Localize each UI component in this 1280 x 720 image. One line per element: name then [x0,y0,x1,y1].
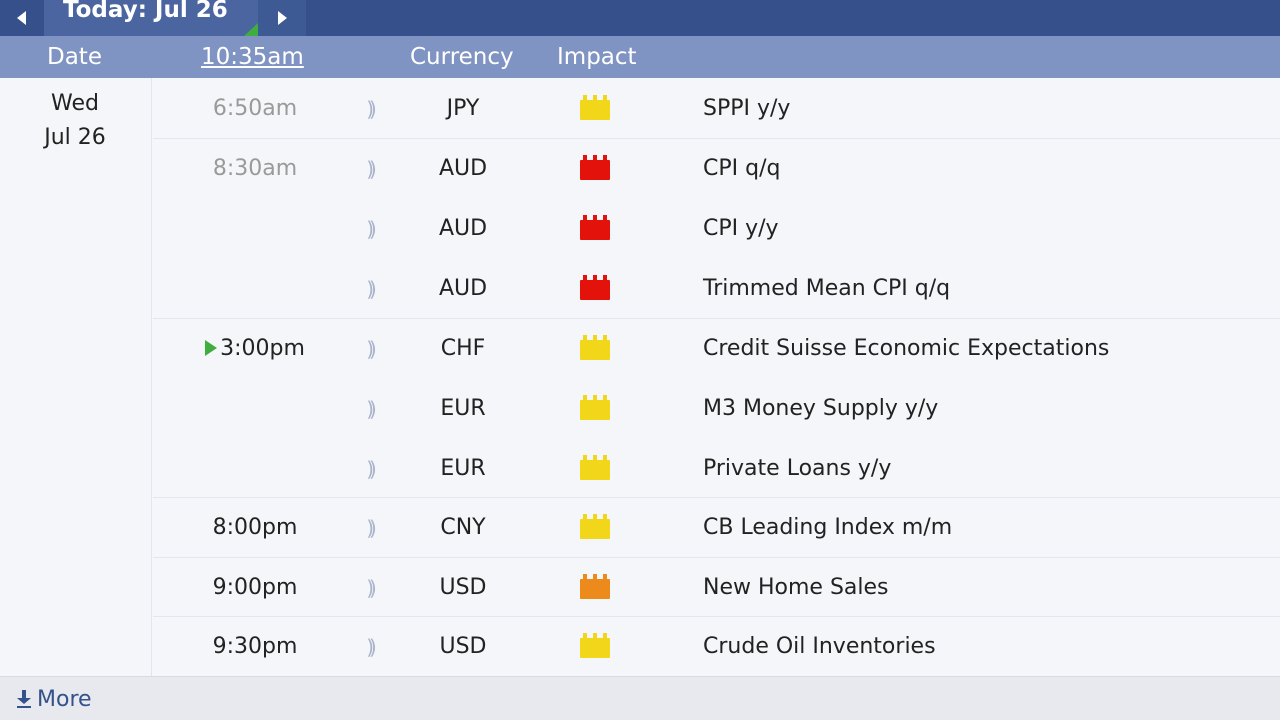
event-currency: AUD [438,216,488,241]
tab-corner-marker [244,23,258,36]
impact-icon [580,558,610,618]
impact-icon [580,617,610,677]
speaker-wave-icon[interactable]: )) [366,516,377,540]
speaker-wave-icon[interactable]: )) [366,635,377,659]
table-row[interactable]: 6:50am)) JPY SPPI y/y [153,79,1280,139]
event-time [153,379,357,439]
day-weekday: Wed [51,91,99,116]
event-currency: USD [439,634,487,659]
table-row[interactable]: )) AUD CPI y/y [153,199,1280,259]
speaker-wave-icon[interactable]: )) [366,97,377,121]
speaker-wave-icon[interactable]: )) [366,157,377,181]
event-time-text: 3:00pm [220,336,305,361]
event-time-text: 9:00pm [212,575,298,600]
event-currency: CHF [440,336,486,361]
header-currency: Currency [410,44,514,70]
header-date: Date [47,44,102,70]
table-row[interactable]: )) EUR M3 Money Supply y/y [153,379,1280,439]
event-time [153,439,357,499]
event-title[interactable]: CB Leading Index m/m [703,515,953,540]
event-time: 9:00pm [153,558,357,618]
table-row[interactable]: 9:00pm)) USD New Home Sales [153,557,1280,617]
next-day-button[interactable] [258,0,306,36]
event-currency: JPY [446,96,480,121]
event-time-text: 8:00pm [212,515,298,540]
event-currency: CNY [440,515,486,540]
event-currency: EUR [440,456,486,481]
event-time: 9:30pm [153,617,357,677]
table-row[interactable]: )) EUR Private Loans y/y [153,439,1280,499]
event-currency: AUD [438,276,488,301]
event-title[interactable]: CPI q/q [703,156,781,181]
speaker-wave-icon[interactable]: )) [366,457,377,481]
header-current-time-link[interactable]: 10:35am [201,44,304,70]
table-row[interactable]: 3:00pm)) CHF Credit Suisse Economic Expect… [153,318,1280,378]
speaker-wave-icon[interactable]: )) [366,217,377,241]
more-label: More [37,687,92,712]
event-time [153,259,357,319]
event-time: 8:00pm [153,498,357,558]
event-time [153,199,357,259]
speaker-wave-icon[interactable]: )) [366,337,377,361]
speaker-wave-icon[interactable]: )) [366,277,377,301]
today-tab[interactable]: Today: Jul 26 [44,0,258,36]
event-time-text: 9:30pm [212,634,298,659]
impact-icon [580,259,610,319]
download-arrow-icon [17,690,31,708]
next-event-marker-icon [205,340,218,356]
event-title[interactable]: SPPI y/y [703,96,791,121]
impact-icon [580,498,610,558]
triangle-left-icon [16,11,26,25]
event-currency: EUR [440,396,486,421]
impact-icon [580,439,610,499]
table-row[interactable]: 8:00pm)) CNY CB Leading Index m/m [153,497,1280,557]
event-currency: AUD [438,156,488,181]
event-time-text: 8:30am [212,156,298,181]
impact-icon [580,199,610,259]
event-title[interactable]: Crude Oil Inventories [703,634,936,659]
impact-icon [580,319,610,379]
table-row[interactable]: )) AUD Trimmed Mean CPI q/q [153,259,1280,319]
top-nav-bar: Today: Jul 26 [0,0,1280,36]
footer: More [0,676,1280,720]
day-date: Jul 26 [44,125,106,150]
event-time: 6:50am [153,79,357,139]
speaker-wave-icon[interactable]: )) [366,576,377,600]
more-button[interactable]: More [17,677,92,720]
event-title[interactable]: M3 Money Supply y/y [703,396,939,421]
event-title[interactable]: Trimmed Mean CPI q/q [703,276,951,301]
header-impact: Impact [557,44,637,70]
column-header: Date 10:35am Currency Impact [0,36,1280,78]
event-title[interactable]: Private Loans y/y [703,456,892,481]
speaker-wave-icon[interactable]: )) [366,397,377,421]
impact-icon [580,79,610,139]
table-row[interactable]: 8:30am)) AUD CPI q/q [153,138,1280,198]
table-row[interactable]: 9:30pm)) USD Crude Oil Inventories [153,616,1280,676]
impact-icon [580,139,610,199]
event-time: 8:30am [153,139,357,199]
day-date-cell: Wed Jul 26 [0,78,152,676]
today-label: Today: Jul 26 [63,0,228,23]
prev-day-button[interactable] [0,0,42,36]
impact-icon [580,379,610,439]
event-time: 3:00pm [153,319,357,379]
event-currency: USD [439,575,487,600]
triangle-right-icon [277,11,287,25]
event-time-text: 6:50am [212,96,298,121]
event-title[interactable]: New Home Sales [703,575,889,600]
event-title[interactable]: Credit Suisse Economic Expectations [703,336,1110,361]
event-title[interactable]: CPI y/y [703,216,779,241]
